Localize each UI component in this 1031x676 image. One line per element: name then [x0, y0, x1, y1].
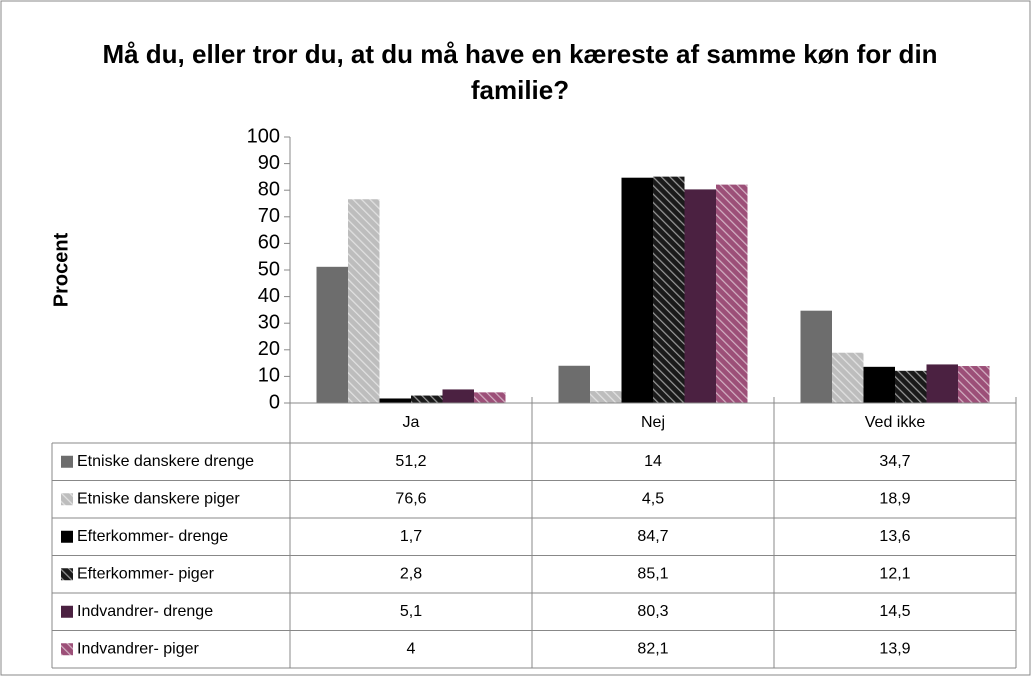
y-tick-label: 60	[258, 232, 280, 254]
data-label: 14,5	[879, 603, 910, 620]
legend-key	[61, 643, 73, 656]
data-label: 1,7	[400, 528, 422, 545]
data-label: 4	[407, 640, 416, 657]
data-label: 82,1	[637, 640, 668, 657]
y-axis-label: Procent	[50, 232, 72, 307]
bar	[958, 366, 990, 403]
data-label: 4,5	[642, 490, 664, 507]
data-label: 85,1	[637, 565, 668, 582]
bar	[863, 366, 895, 403]
legend-label: Efterkommer- drenge	[77, 528, 228, 545]
bar	[832, 352, 864, 403]
data-label: 5,1	[400, 603, 422, 620]
bar	[590, 391, 622, 403]
y-tick-label: 40	[258, 285, 280, 307]
legend-label: Indvandrer- drenge	[77, 603, 213, 620]
bar	[653, 176, 685, 403]
bar	[411, 395, 443, 403]
y-tick-label: 70	[258, 205, 280, 227]
legend-label: Indvandrer- piger	[77, 640, 200, 657]
y-tick-label: 20	[258, 338, 280, 360]
data-label: 84,7	[637, 528, 668, 545]
data-label: 51,2	[395, 453, 426, 470]
data-label: 2,8	[400, 565, 422, 582]
data-label: 14	[644, 453, 662, 470]
bar	[442, 389, 474, 403]
legend-label: Efterkommer- piger	[77, 565, 215, 582]
chart-title: Må du, eller tror du, at du må have en k…	[102, 39, 938, 105]
y-tick-label: 0	[269, 391, 280, 413]
bar	[379, 398, 411, 403]
data-label: 18,9	[879, 490, 910, 507]
bar	[716, 184, 748, 403]
y-tick-label: 50	[258, 258, 280, 280]
legend-key	[61, 568, 73, 581]
bar	[348, 199, 380, 403]
data-label: 13,9	[879, 640, 910, 657]
legend-label: Etniske danskere piger	[77, 490, 240, 507]
y-tick-label: 10	[258, 365, 280, 387]
legend-key	[61, 493, 73, 506]
x-tick-label: Ved ikke	[865, 414, 926, 431]
data-label: 34,7	[879, 453, 910, 470]
bar	[621, 177, 653, 403]
legend-key	[61, 605, 73, 618]
y-tick-label: 100	[247, 125, 280, 147]
data-label: 76,6	[395, 490, 426, 507]
bar	[474, 392, 506, 403]
bar	[895, 370, 927, 403]
y-tick-label: 90	[258, 152, 280, 174]
x-tick-label: Nej	[641, 414, 665, 431]
legend-label: Etniske danskere drenge	[77, 453, 254, 470]
bar	[316, 266, 348, 403]
legend-key	[61, 455, 73, 468]
data-label: 12,1	[879, 565, 910, 582]
bar	[926, 364, 958, 403]
y-tick-label: 80	[258, 178, 280, 200]
bar	[800, 310, 832, 403]
y-tick-label: 30	[258, 311, 280, 333]
bar	[558, 365, 590, 403]
x-tick-label: Ja	[403, 414, 420, 431]
legend-key	[61, 530, 73, 543]
data-label: 13,6	[879, 528, 910, 545]
bar	[684, 189, 716, 403]
data-label: 80,3	[637, 603, 668, 620]
